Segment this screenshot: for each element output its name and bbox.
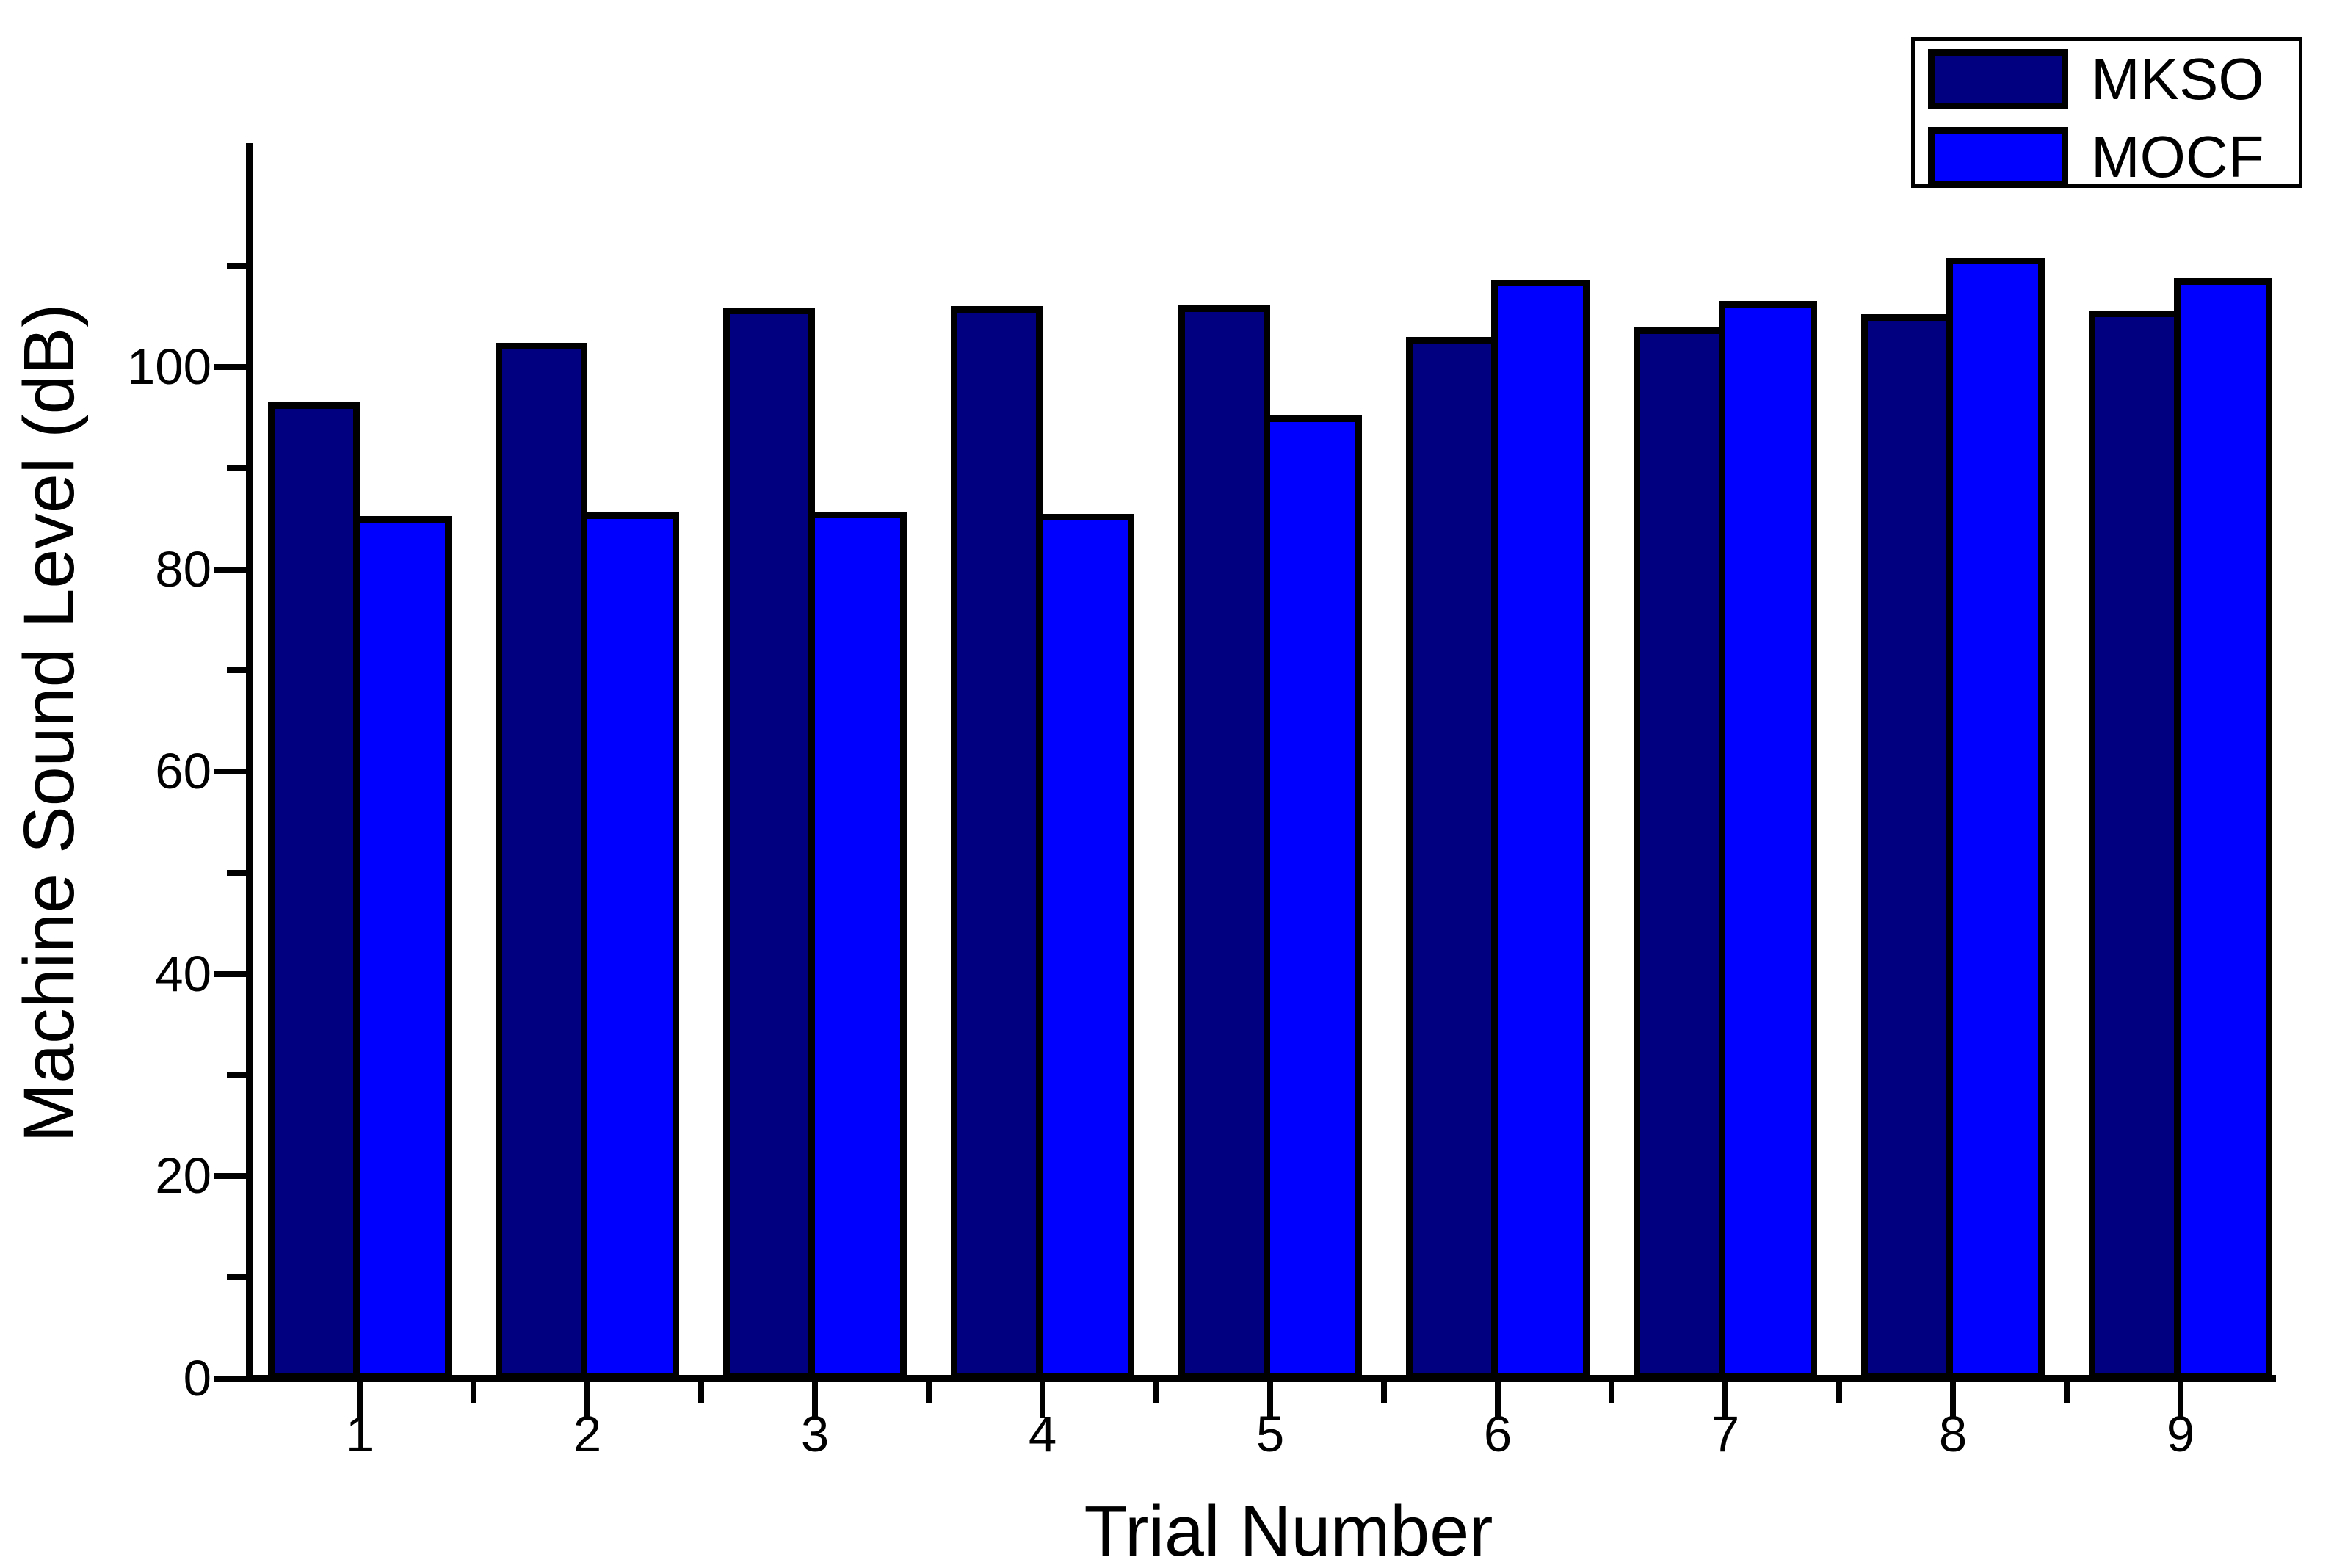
x-minor-tick <box>1153 1382 1159 1403</box>
legend: MKSO MOCF <box>1911 37 2302 188</box>
x-axis-line <box>246 1375 2276 1382</box>
y-tick-label: 0 <box>183 1350 211 1407</box>
bar-mocf-trial-3 <box>808 512 907 1380</box>
y-minor-tick <box>227 465 246 471</box>
y-minor-tick <box>227 1274 246 1281</box>
bar-mocf-trial-5 <box>1264 415 1362 1380</box>
x-tick-label: 3 <box>800 1406 830 1462</box>
y-axis-line <box>246 143 253 1382</box>
bar-mocf-trial-6 <box>1491 280 1590 1380</box>
x-minor-tick <box>1381 1382 1387 1403</box>
y-tick-label: 80 <box>155 540 211 598</box>
x-tick-label: 5 <box>1255 1406 1285 1462</box>
x-major-tick <box>1950 1382 1956 1418</box>
y-minor-tick <box>227 870 246 876</box>
x-tick-label: 8 <box>1938 1406 1968 1462</box>
bar-mkso-trial-9 <box>2089 310 2181 1380</box>
legend-swatch-mocf <box>1928 127 2068 187</box>
y-tick-label: 40 <box>155 945 211 1002</box>
y-major-tick <box>214 566 246 573</box>
x-major-tick <box>812 1382 818 1418</box>
x-minor-tick <box>2064 1382 2070 1403</box>
x-major-tick <box>357 1382 363 1418</box>
legend-swatch-mkso <box>1928 49 2068 109</box>
bar-mkso-trial-2 <box>496 342 587 1380</box>
legend-label-mocf: MOCF <box>2091 124 2264 189</box>
x-major-tick <box>1722 1382 1728 1418</box>
x-major-tick <box>2178 1382 2183 1418</box>
bar-mocf-trial-7 <box>1719 301 1817 1380</box>
x-tick-label: 6 <box>1483 1406 1512 1462</box>
y-minor-tick <box>227 1072 246 1078</box>
bar-mkso-trial-6 <box>1406 336 1498 1380</box>
y-tick-label: 100 <box>126 338 211 395</box>
bar-mocf-trial-9 <box>2174 277 2272 1380</box>
x-tick-label: 2 <box>573 1406 602 1462</box>
x-minor-tick <box>471 1382 476 1403</box>
x-tick-label: 1 <box>345 1406 374 1462</box>
x-tick-label: 4 <box>1028 1406 1057 1462</box>
x-minor-tick <box>926 1382 932 1403</box>
bar-mocf-trial-2 <box>581 512 679 1380</box>
y-minor-tick <box>227 263 246 269</box>
x-tick-label: 9 <box>2166 1406 2195 1462</box>
bar-mocf-trial-8 <box>1946 258 2045 1380</box>
x-tick-label: 7 <box>1711 1406 1740 1462</box>
y-major-tick <box>214 1376 246 1382</box>
x-minor-tick <box>1609 1382 1614 1403</box>
y-major-tick <box>214 364 246 370</box>
y-axis-title: Machine Sound Level (dB) <box>9 303 89 1143</box>
x-minor-tick <box>1836 1382 1842 1403</box>
bar-mocf-trial-1 <box>353 515 452 1380</box>
x-major-tick <box>1267 1382 1273 1418</box>
bar-mkso-trial-4 <box>951 306 1043 1380</box>
y-tick-label: 60 <box>155 743 211 800</box>
bar-mkso-trial-5 <box>1178 305 1270 1380</box>
x-major-tick <box>584 1382 590 1418</box>
y-major-tick <box>214 769 246 775</box>
y-major-tick <box>214 1173 246 1180</box>
legend-label-mkso: MKSO <box>2091 46 2264 112</box>
bar-mkso-trial-7 <box>1634 327 1725 1380</box>
x-axis-title: Trial Number <box>1084 1491 1493 1568</box>
x-major-tick <box>1495 1382 1501 1418</box>
x-minor-tick <box>698 1382 704 1403</box>
y-major-tick <box>214 970 246 977</box>
y-minor-tick <box>227 667 246 674</box>
y-tick-label: 20 <box>155 1147 211 1205</box>
bar-mocf-trial-4 <box>1036 513 1134 1380</box>
bar-mkso-trial-3 <box>723 307 815 1380</box>
bar-mkso-trial-8 <box>1861 314 1953 1380</box>
bar-mkso-trial-1 <box>268 402 360 1380</box>
x-major-tick <box>1040 1382 1045 1418</box>
